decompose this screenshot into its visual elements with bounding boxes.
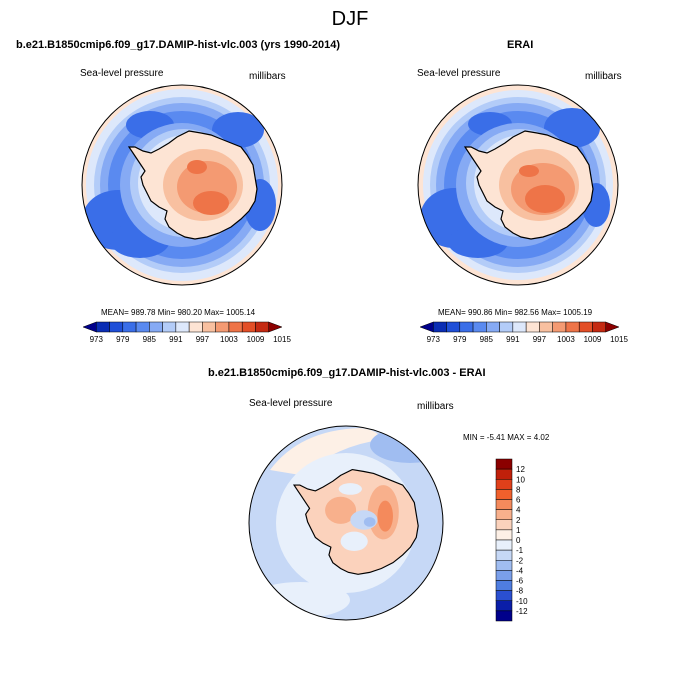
colorbar-tick-label: 2	[516, 516, 521, 525]
obs-panel-title: ERAI	[507, 39, 534, 51]
colorbar-swatch	[495, 549, 513, 561]
colorbar-tick-label: 10	[516, 475, 525, 484]
colorbar-swatch	[495, 539, 513, 551]
colorbar-swatch	[495, 458, 513, 470]
colorbar-swatch	[552, 321, 567, 333]
colorbar-tick-label: 1009	[247, 335, 265, 344]
diff-variable-label: Sea-level pressure	[249, 398, 333, 409]
colorbar-swatch	[565, 321, 580, 333]
colorbar-swatch	[149, 321, 163, 333]
colorbar-tick-label: 1003	[557, 335, 575, 344]
colorbar-swatch	[419, 321, 434, 333]
colorbar-tick-label: 979	[453, 335, 467, 344]
colorbar-tick-label: 997	[533, 335, 547, 344]
colorbar-tick-label: 12	[516, 465, 525, 474]
colorbar-swatch	[472, 321, 487, 333]
colorbar-tick-label: 0	[516, 536, 521, 545]
colorbar-swatch	[495, 560, 513, 571]
colorbar-tick-label: 1015	[273, 335, 291, 344]
model-units-label: millibars	[249, 71, 286, 82]
colorbar-tick-label: 985	[480, 335, 494, 344]
colorbar-swatch	[495, 610, 513, 622]
model-map	[81, 84, 283, 286]
colorbar-swatch	[605, 321, 620, 333]
colorbar-tick-label: -12	[516, 607, 528, 616]
colorbar-swatch	[592, 321, 606, 333]
colorbar-swatch	[268, 321, 283, 333]
obs-colorbar: 973 979 985 991 997 1003 1009 1015	[419, 321, 628, 344]
diff-map	[248, 425, 444, 621]
obs-units-label: millibars	[585, 71, 622, 82]
colorbar-swatch	[188, 321, 203, 333]
colorbar-tick-label: 973	[427, 335, 441, 344]
colorbar-swatch	[495, 580, 513, 591]
colorbar-swatch	[215, 321, 230, 333]
colorbar-tick-label: -8	[516, 587, 524, 596]
colorbar-swatch	[255, 321, 269, 333]
colorbar-tick-label: 973	[90, 335, 104, 344]
colorbar-swatch	[495, 600, 513, 612]
colorbar-swatch	[495, 499, 513, 510]
colorbar-tick-label: 991	[506, 335, 520, 344]
obs-variable-label: Sea-level pressure	[417, 68, 501, 79]
colorbar-swatch	[512, 321, 527, 333]
colorbar-tick-label: 6	[516, 496, 521, 505]
colorbar-swatch	[495, 509, 513, 520]
colorbar-swatch	[202, 321, 216, 333]
colorbar-swatch	[578, 321, 593, 333]
colorbar-swatch	[486, 321, 500, 333]
colorbar-swatch	[495, 519, 513, 531]
figure-title: DJF	[331, 8, 369, 30]
colorbar-swatch	[495, 590, 513, 601]
colorbar-tick-label: 4	[516, 506, 521, 515]
colorbar-swatch	[109, 321, 124, 333]
colorbar-tick-label: -2	[516, 556, 524, 565]
colorbar-tick-label: 1003	[220, 335, 238, 344]
colorbar-swatch	[495, 489, 513, 500]
colorbar-tick-label: 1	[516, 526, 521, 535]
model-colorbar: 973 979 985 991 997 1003 1009 1015	[82, 321, 291, 344]
colorbar-swatch	[495, 529, 513, 541]
colorbar-swatch	[122, 321, 137, 333]
colorbar-swatch	[82, 321, 97, 333]
diff-units-label: millibars	[417, 401, 454, 412]
colorbar-tick-label: -4	[516, 566, 524, 575]
obs-stats: MEAN= 990.86 Min= 982.56 Max= 1005.19	[438, 308, 593, 317]
model-panel-title: b.e21.B1850cmip6.f09_g17.DAMIP-hist-vlc.…	[16, 39, 341, 51]
colorbar-swatch	[459, 321, 474, 333]
diff-stats: MIN = -5.41 MAX = 4.02	[463, 433, 550, 442]
model-variable-label: Sea-level pressure	[80, 68, 164, 79]
colorbar-tick-label: -6	[516, 577, 524, 586]
colorbar-swatch	[495, 479, 513, 490]
colorbar-tick-label: 997	[196, 335, 210, 344]
colorbar-swatch	[228, 321, 243, 333]
colorbar-swatch	[135, 321, 150, 333]
colorbar-swatch	[446, 321, 461, 333]
colorbar-tick-label: -10	[516, 597, 528, 606]
colorbar-tick-label: 1015	[610, 335, 628, 344]
colorbar-tick-label: 991	[169, 335, 183, 344]
obs-map	[417, 84, 619, 286]
colorbar-tick-label: 979	[116, 335, 130, 344]
colorbar-swatch	[433, 321, 447, 333]
colorbar-tick-label: -1	[516, 546, 524, 555]
colorbar-swatch	[495, 570, 513, 581]
colorbar-swatch	[241, 321, 256, 333]
colorbar-swatch	[539, 321, 553, 333]
diff-panel-title: b.e21.B1850cmip6.f09_g17.DAMIP-hist-vlc.…	[208, 367, 486, 379]
model-stats: MEAN= 989.78 Min= 980.20 Max= 1005.14	[101, 308, 256, 317]
colorbar-swatch	[525, 321, 540, 333]
colorbar-tick-label: 1009	[584, 335, 602, 344]
colorbar-swatch	[499, 321, 514, 333]
colorbar-swatch	[175, 321, 190, 333]
colorbar-swatch	[162, 321, 177, 333]
colorbar-tick-label: 985	[143, 335, 157, 344]
colorbar-swatch	[96, 321, 110, 333]
colorbar-tick-label: 8	[516, 485, 521, 494]
colorbar-swatch	[495, 468, 513, 480]
